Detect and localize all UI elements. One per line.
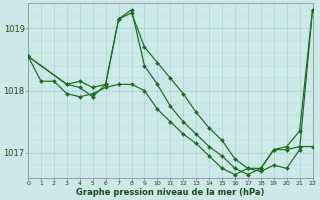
X-axis label: Graphe pression niveau de la mer (hPa): Graphe pression niveau de la mer (hPa) [76, 188, 265, 197]
